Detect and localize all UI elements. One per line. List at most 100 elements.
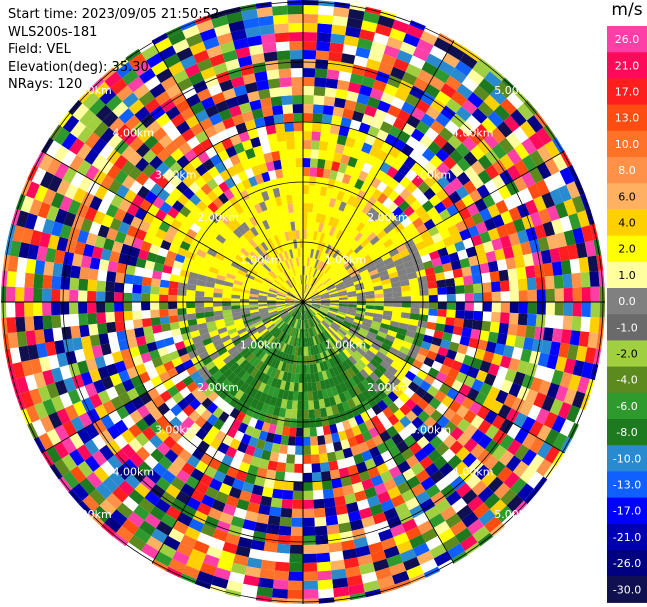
range-gate [256,6,273,18]
range-gate [303,302,304,311]
range-gate [366,362,377,372]
range-gate [371,200,383,212]
range-gate [309,364,315,374]
range-gate [321,223,328,234]
range-gate [7,223,17,241]
range-gate [51,314,62,329]
range-gate [242,73,257,85]
range-gate [303,355,307,365]
range-gate [354,259,364,268]
range-gate [379,360,391,370]
range-gate [42,218,55,235]
range-gate [320,295,330,299]
range-gate [250,311,260,316]
range-gate [437,346,449,357]
range-gate [319,361,326,372]
range-gate [239,392,249,404]
range-gate [331,161,341,172]
range-gate [317,271,325,281]
range-gate [321,388,329,399]
range-gate [142,163,156,178]
range-gate [295,167,303,177]
range-gate [34,259,46,275]
range-gate [260,241,269,251]
range-gate [370,117,384,130]
colorbar-tick: 6.0 [618,190,636,203]
range-gate [204,253,215,262]
range-gate [25,405,40,423]
range-gate [82,494,100,512]
range-gate [300,302,303,311]
range-gate [153,331,164,342]
range-gate [246,326,257,334]
range-gate [521,432,537,450]
range-gate [292,286,299,295]
range-gate [246,270,257,278]
range-gate [209,10,227,20]
range-gate [256,125,268,137]
range-gate [303,5,319,15]
range-gate [355,285,365,291]
range-gate [483,94,501,112]
range-gate [199,473,214,487]
range-gate [361,192,372,204]
range-gate [349,270,360,278]
range-gate [284,381,291,391]
range-gate [331,24,347,36]
range-gate [311,454,320,464]
range-gate [284,281,292,289]
range-gate [223,281,234,287]
range-gate [150,309,160,318]
range-gate [312,345,317,355]
range-gate [449,177,464,191]
range-gate [372,32,390,46]
range-gate [287,203,294,214]
range-gate [235,181,246,193]
range-gate [118,480,135,496]
range-gate [420,253,432,264]
range-gate [235,272,246,280]
range-gate [393,397,405,409]
range-gate [580,393,591,411]
range-gate [30,358,43,375]
range-gate [436,428,451,442]
range-gate [318,444,327,455]
range-gate [338,292,348,297]
range-gate [415,99,431,114]
range-gate [276,543,291,554]
range-gate [246,364,256,375]
range-gate [84,455,101,472]
range-gate [9,240,22,257]
range-gate [187,318,198,327]
range-gate [61,150,77,167]
range-gate [404,370,417,382]
range-gate [69,432,85,450]
range-gate [196,248,207,259]
range-gate [363,257,374,266]
range-gate [196,532,213,546]
range-gate [357,359,367,369]
range-gate [178,275,189,284]
range-gate [266,69,280,80]
range-gate [178,223,190,235]
range-gate [572,302,582,317]
range-gate [261,265,270,274]
range-gate [193,233,205,244]
range-gate [303,257,306,266]
range-gate [344,165,355,176]
range-gate [259,288,269,293]
range-gate [101,214,114,228]
range-gate [241,481,255,494]
range-gate [305,284,310,294]
range-gate [429,76,446,91]
range-gate [172,455,187,470]
range-gate [366,232,377,242]
range-gate [296,185,303,195]
range-gate [318,0,335,7]
range-gate [398,274,409,282]
range-gate [535,276,546,290]
range-gate [150,317,161,326]
range-gate [254,322,264,329]
range-gate [534,224,547,240]
range-gate [589,363,599,381]
